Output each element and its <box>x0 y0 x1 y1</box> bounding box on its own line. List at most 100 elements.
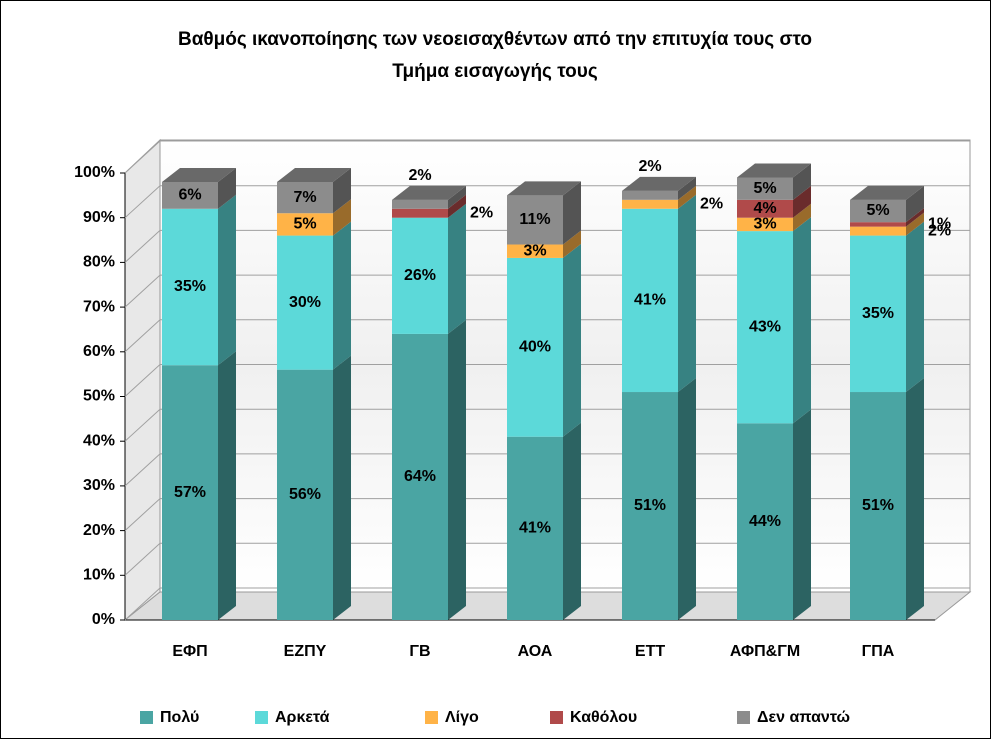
bar-segment <box>162 351 236 620</box>
legend-label: Δεν απαντώ <box>757 709 850 726</box>
bar-front <box>507 257 563 437</box>
data-label: 2% <box>700 196 723 213</box>
y-tick-label: 100% <box>74 164 115 181</box>
bar-top <box>162 167 236 182</box>
bar-front <box>392 333 448 620</box>
legend-swatch <box>255 711 268 724</box>
bar-front <box>622 190 678 200</box>
bar-segment <box>737 217 811 424</box>
bar-segment <box>277 167 351 214</box>
bar-side <box>793 163 811 200</box>
x-tick-label: ΕΦΠ <box>172 643 207 660</box>
grid-line <box>124 498 970 531</box>
bar-segment <box>737 185 811 218</box>
bar-segment <box>392 203 466 334</box>
bar-top <box>850 185 924 200</box>
bar-front <box>850 392 906 620</box>
y-tick-label: 20% <box>83 522 115 539</box>
data-label: 5% <box>293 216 316 233</box>
data-label: 4% <box>753 200 776 217</box>
bar-side <box>448 319 466 620</box>
bar-side <box>793 185 811 218</box>
chart-title: Τμήμα εισαγωγής τους <box>392 61 598 82</box>
bar-side <box>793 217 811 424</box>
data-label: 5% <box>866 202 889 219</box>
grid-line <box>124 274 970 308</box>
bar-segment <box>850 221 924 393</box>
legend-swatch <box>425 711 438 724</box>
bar-side <box>218 167 236 209</box>
bar-front <box>507 195 563 245</box>
bar-side <box>333 221 351 370</box>
bar-front <box>850 199 906 223</box>
bar-front <box>277 369 333 620</box>
y-tick-label: 80% <box>83 254 115 271</box>
bar-front <box>392 199 448 209</box>
grid-line <box>124 453 970 487</box>
bar-segment <box>162 167 236 209</box>
bar-front <box>507 436 563 620</box>
y-tick-label: 10% <box>83 567 115 584</box>
grid <box>124 140 970 621</box>
legend-swatch <box>140 711 153 724</box>
bar-side <box>563 422 581 620</box>
bar-front <box>850 226 906 236</box>
bar-segment <box>850 212 924 236</box>
bar-side <box>448 194 466 218</box>
bar-segment <box>622 185 696 209</box>
grid-line <box>124 140 970 174</box>
bar-front <box>737 199 793 218</box>
data-label: 41% <box>634 292 666 309</box>
data-label: 3% <box>753 216 776 233</box>
data-label: 7% <box>293 189 316 206</box>
data-label: 26% <box>404 267 436 284</box>
bar-front <box>622 199 678 209</box>
bar-side <box>906 185 924 223</box>
x-tick-label: ΓΒ <box>409 643 430 660</box>
bar-front <box>277 235 333 370</box>
bar-segment <box>622 194 696 393</box>
data-label: 64% <box>404 468 436 485</box>
bar-segment <box>737 203 811 232</box>
bar-side <box>906 378 924 620</box>
bar-side <box>906 212 924 236</box>
legend-label: Αρκετά <box>275 709 330 726</box>
bar-side <box>448 185 466 209</box>
bar-side <box>906 208 924 227</box>
bar-top <box>737 163 811 178</box>
data-label: 3% <box>523 242 546 259</box>
bar-side <box>678 176 696 200</box>
legend-label: Λίγο <box>445 709 479 726</box>
bar-segment <box>850 378 924 620</box>
bar-segment <box>507 181 581 245</box>
bar-segment <box>507 422 581 620</box>
y-tick-label: 30% <box>83 477 115 494</box>
bar-segment <box>277 221 351 370</box>
bar-top <box>277 167 351 182</box>
bar-side <box>678 378 696 620</box>
bar-side <box>218 194 236 366</box>
bar-segment <box>507 230 581 258</box>
data-label: 41% <box>519 520 551 537</box>
bar-top <box>392 185 466 200</box>
bar-segment <box>507 243 581 437</box>
bar-front <box>737 231 793 424</box>
data-label: 2% <box>928 222 951 239</box>
data-label: 51% <box>634 497 666 514</box>
x-tick-label: ΕΖΠΥ <box>284 643 327 660</box>
bar-segment <box>277 199 351 236</box>
y-tick-label: 50% <box>83 388 115 405</box>
bar-side <box>333 355 351 620</box>
data-label: 2% <box>470 204 493 221</box>
bar-segment <box>850 185 924 223</box>
bar-side <box>678 194 696 393</box>
grid-line <box>124 319 970 353</box>
bar-side <box>793 409 811 620</box>
y-tick-label: 90% <box>83 209 115 226</box>
data-label: 6% <box>178 187 201 204</box>
data-label: 35% <box>862 305 894 322</box>
bar-side <box>333 167 351 214</box>
bar-segment <box>392 194 466 218</box>
bar-side <box>218 351 236 620</box>
bar-side <box>333 199 351 236</box>
